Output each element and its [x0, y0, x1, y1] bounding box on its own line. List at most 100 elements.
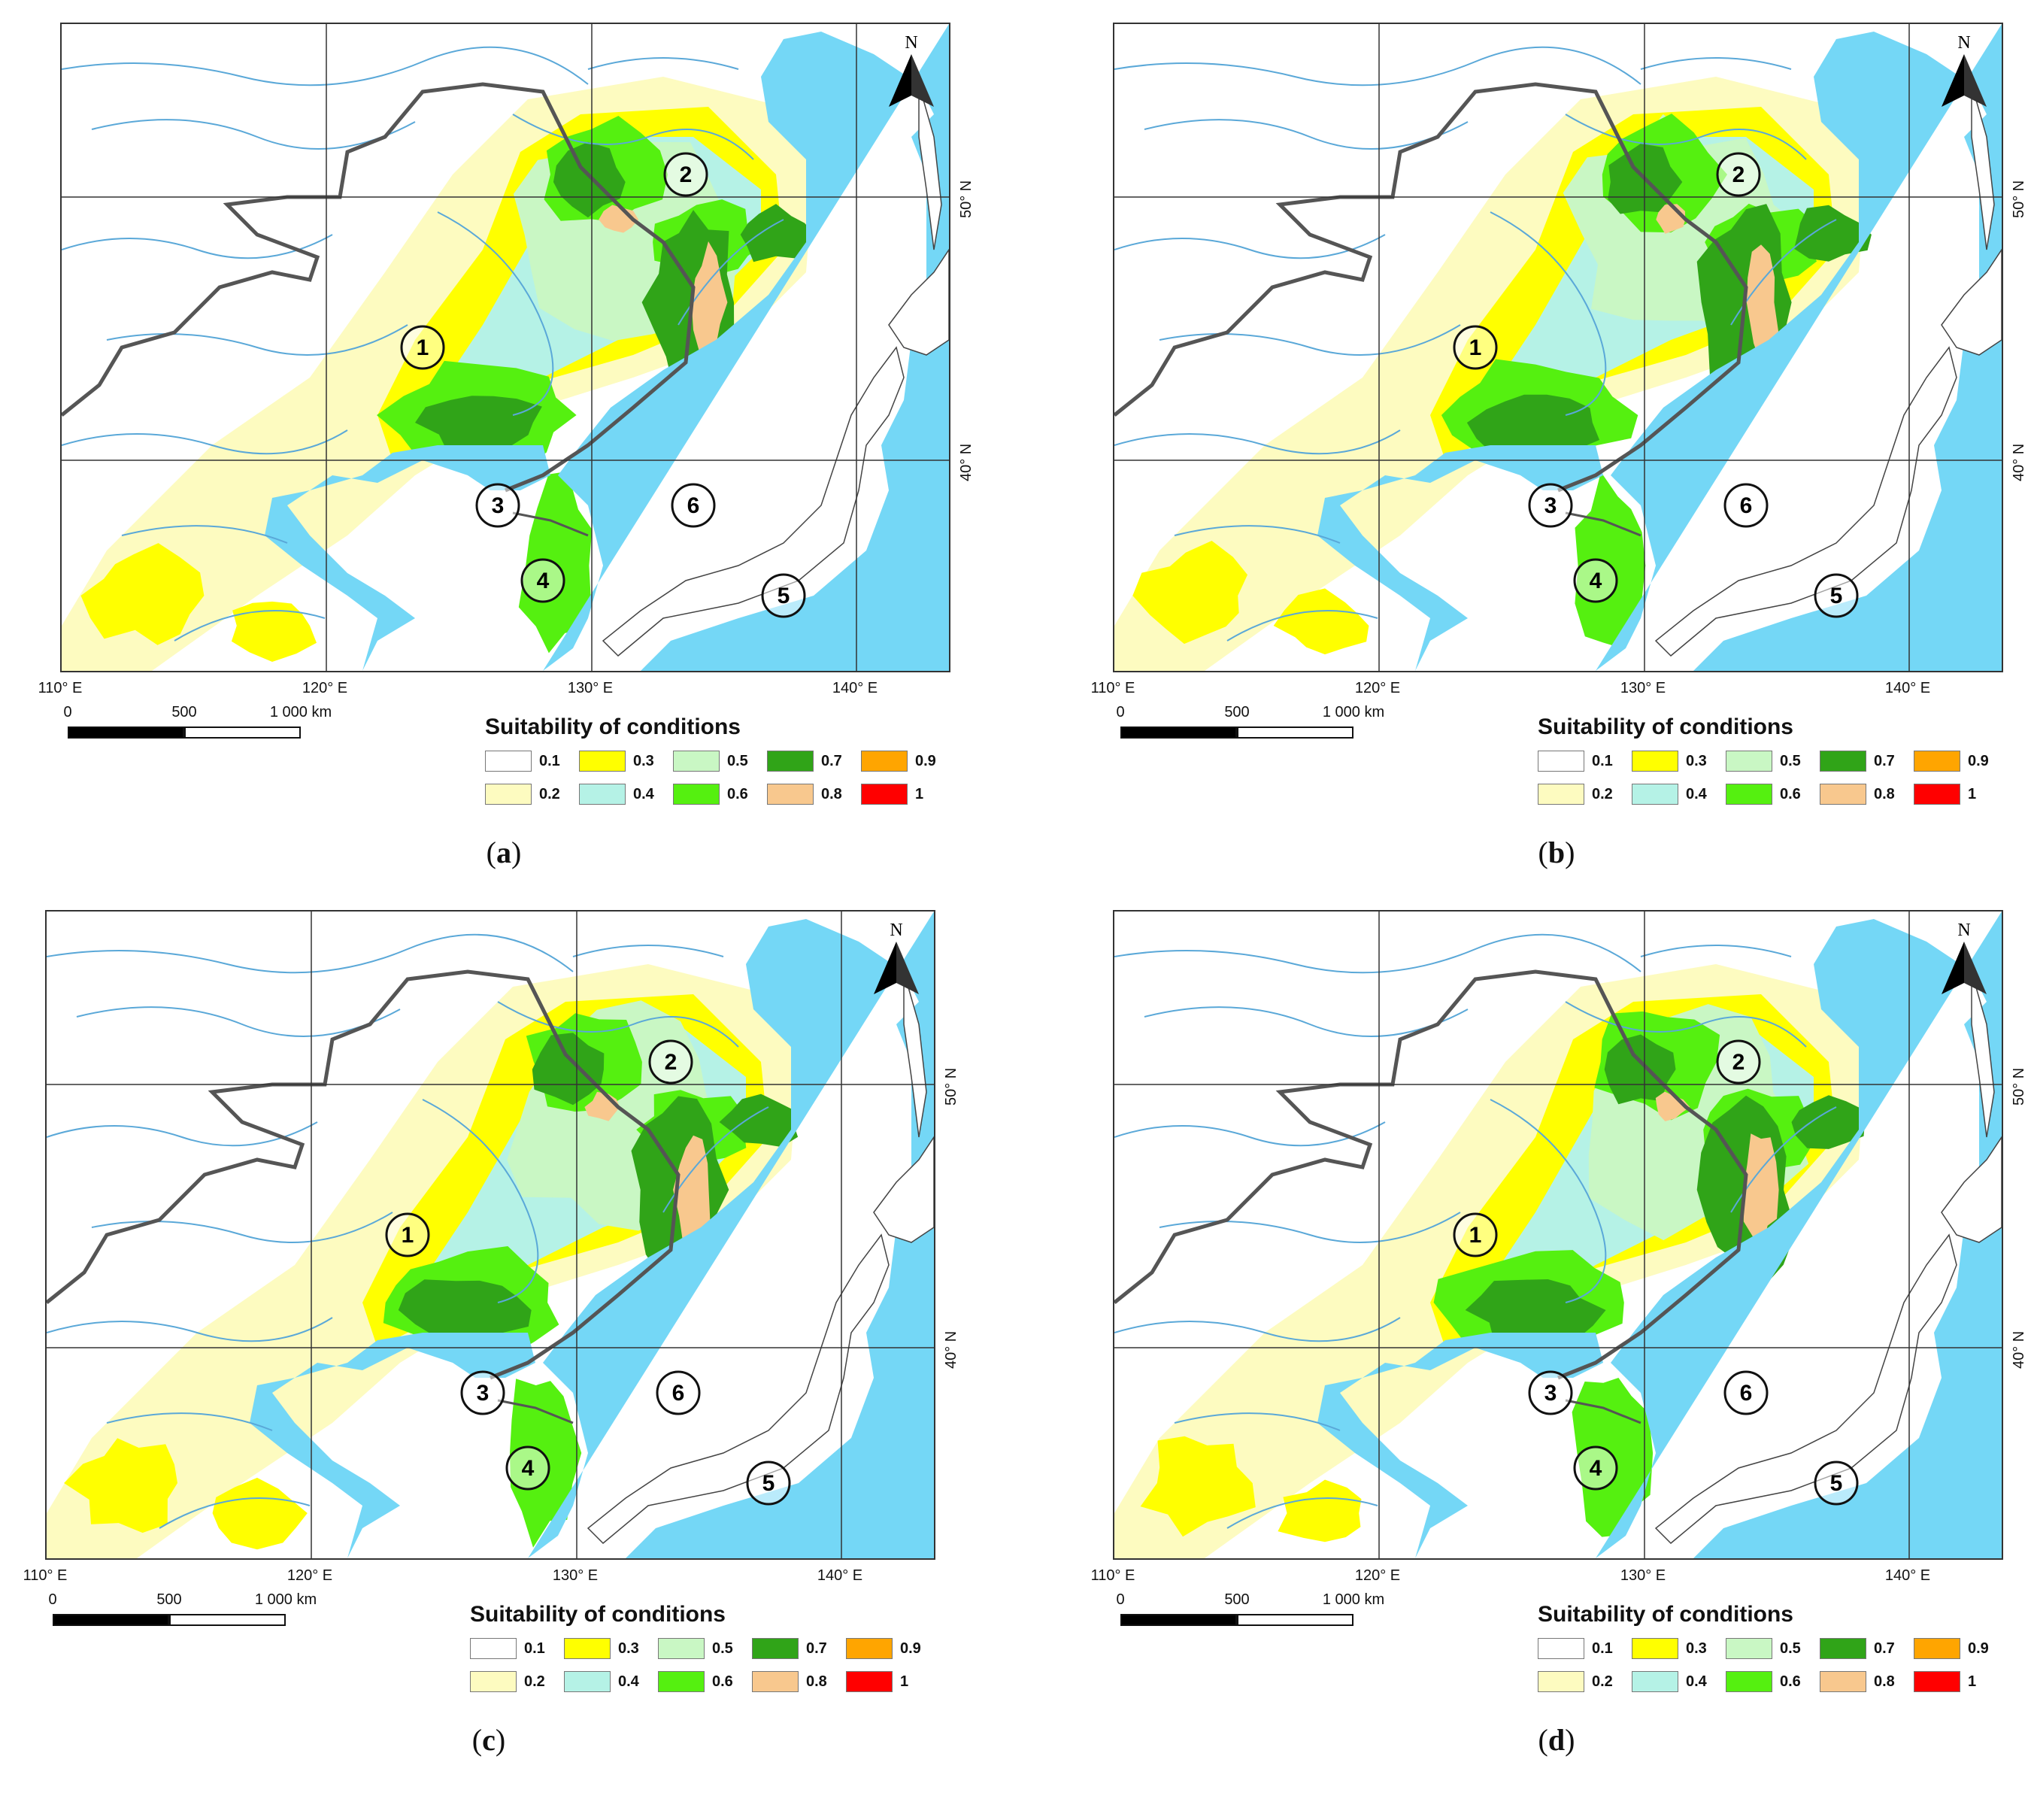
- legend-label: 0.1: [1592, 752, 1613, 769]
- legend-item: 0.2: [1538, 1671, 1613, 1692]
- legend-label: 0.8: [806, 1673, 827, 1690]
- region-marker-2: 2: [663, 152, 708, 197]
- scale-label: 0: [63, 704, 72, 720]
- legend-item: 0.9: [861, 751, 936, 772]
- japan-islands: [587, 971, 934, 1545]
- legend-swatch: [1820, 1638, 1866, 1659]
- legend-label: 0.6: [1780, 785, 1801, 802]
- legend-item: 0.3: [1632, 1638, 1707, 1659]
- legend-item: 0.1: [470, 1638, 545, 1659]
- legend-label: 0.3: [618, 1640, 639, 1657]
- longitude-label: 120° E: [286, 1567, 333, 1584]
- north-arrow-icon: N: [889, 33, 934, 107]
- legend-label: 0.7: [821, 752, 842, 769]
- legend-swatch: [658, 1638, 705, 1659]
- legend-item: 0.4: [579, 784, 654, 805]
- legend-item: 0.7: [752, 1638, 827, 1659]
- map-frame: N 1 2 3 4 5 6: [60, 23, 950, 672]
- legend-title: Suitability of conditions: [485, 714, 741, 739]
- legend-label: 0.9: [1968, 752, 1989, 769]
- region-marker-5: 5: [746, 1461, 791, 1506]
- latitude-label: 50° N: [2011, 180, 2027, 218]
- panel-letter: a: [496, 836, 511, 869]
- region-marker-4: 4: [520, 558, 565, 603]
- region-marker-6: 6: [656, 1370, 701, 1415]
- rivers: [47, 933, 769, 1529]
- svg-text:4: 4: [537, 569, 550, 593]
- legend-item: 0.2: [1538, 784, 1613, 805]
- svg-text:1: 1: [402, 1223, 414, 1248]
- korea-border: [1565, 1399, 1641, 1424]
- legend-swatch: [1632, 751, 1678, 772]
- svg-text:6: 6: [1740, 493, 1753, 518]
- latitude-label: 50° N: [958, 180, 975, 218]
- svg-text:5: 5: [778, 584, 790, 608]
- scale-bar-black: [1120, 726, 1237, 739]
- legend-swatch: [1538, 751, 1584, 772]
- legend-item: 0.7: [1820, 1638, 1895, 1659]
- national-border: [47, 969, 681, 1380]
- legend-label: 0.5: [1780, 1640, 1801, 1657]
- region-marker-6: 6: [671, 483, 716, 528]
- legend-swatch: [767, 784, 814, 805]
- region-marker-4: 4: [505, 1445, 550, 1491]
- legend-swatch: [673, 784, 720, 805]
- scale-label: 0: [1116, 704, 1125, 720]
- legend-item: 0.5: [1726, 1638, 1801, 1659]
- scale-bar-white: [1237, 726, 1353, 739]
- svg-text:6: 6: [672, 1381, 685, 1406]
- latitude-label: 40° N: [958, 443, 975, 481]
- suitability-zones: [1114, 77, 1872, 671]
- japan-islands: [602, 83, 949, 657]
- latitude-label: 40° N: [943, 1330, 959, 1369]
- svg-text:2: 2: [665, 1050, 678, 1075]
- svg-text:1: 1: [1469, 1223, 1482, 1248]
- longitude-label: 120° E: [1354, 1567, 1401, 1584]
- legend: Suitability of conditions 0.1 0.2 0.3 0.4 0.5…: [485, 714, 936, 805]
- north-label: N: [1957, 921, 1970, 940]
- legend-label: 0.3: [633, 752, 654, 769]
- korea-border: [1565, 511, 1641, 537]
- legend-label: 0.5: [1780, 752, 1801, 769]
- legend-swatch: [1914, 1638, 1960, 1659]
- region-marker-5: 5: [761, 573, 806, 618]
- legend-item: 0.4: [1632, 784, 1707, 805]
- suitability-map: N 1 2 3 4 5 6: [62, 24, 949, 671]
- legend-swatch: [1632, 784, 1678, 805]
- national-border: [1114, 969, 1748, 1380]
- svg-text:2: 2: [680, 162, 693, 187]
- japan-islands: [1654, 83, 2002, 657]
- legend-label: 0.6: [712, 1673, 733, 1690]
- svg-text:4: 4: [1590, 1456, 1602, 1481]
- north-arrow-icon: N: [874, 921, 919, 994]
- legend-item: 1: [1914, 784, 1976, 805]
- legend-label: 0.7: [1874, 752, 1895, 769]
- japan-islands: [1654, 971, 2002, 1545]
- svg-text:6: 6: [1740, 1381, 1753, 1406]
- legend-item: 0.8: [1820, 1671, 1895, 1692]
- svg-text:3: 3: [1544, 493, 1557, 518]
- suitability-map: N 1 2 3 4 5 6: [47, 912, 934, 1558]
- graticule: [62, 24, 949, 671]
- longitude-label: 130° E: [1620, 1567, 1666, 1584]
- panel-d: N 1 2 3 4 5 6 110° E 120° E 130° E 140° E 50° N 40° …: [1091, 910, 2031, 1820]
- longitude-label: 140° E: [832, 680, 878, 696]
- rivers: [62, 46, 784, 642]
- legend-label: 0.3: [1686, 752, 1707, 769]
- legend-item: 0.5: [1726, 751, 1801, 772]
- legend-swatch: [1632, 1638, 1678, 1659]
- longitude-label: 110° E: [1090, 680, 1135, 696]
- legend-item: 0.2: [470, 1671, 545, 1692]
- svg-text:2: 2: [1732, 1050, 1745, 1075]
- latitude-label: 40° N: [2011, 443, 2027, 481]
- scale-bar-white: [1237, 1614, 1353, 1626]
- legend-swatch: [752, 1638, 799, 1659]
- legend-swatch: [1726, 1638, 1772, 1659]
- region-marker-2: 2: [1716, 1039, 1761, 1084]
- scale-label: 1 000 km: [254, 1591, 317, 1608]
- legend-item: 0.8: [767, 784, 842, 805]
- svg-text:3: 3: [1544, 1381, 1557, 1406]
- legend-label: 0.6: [1780, 1673, 1801, 1690]
- scale-label: 500: [1224, 704, 1250, 720]
- scale-bar-white: [184, 726, 301, 739]
